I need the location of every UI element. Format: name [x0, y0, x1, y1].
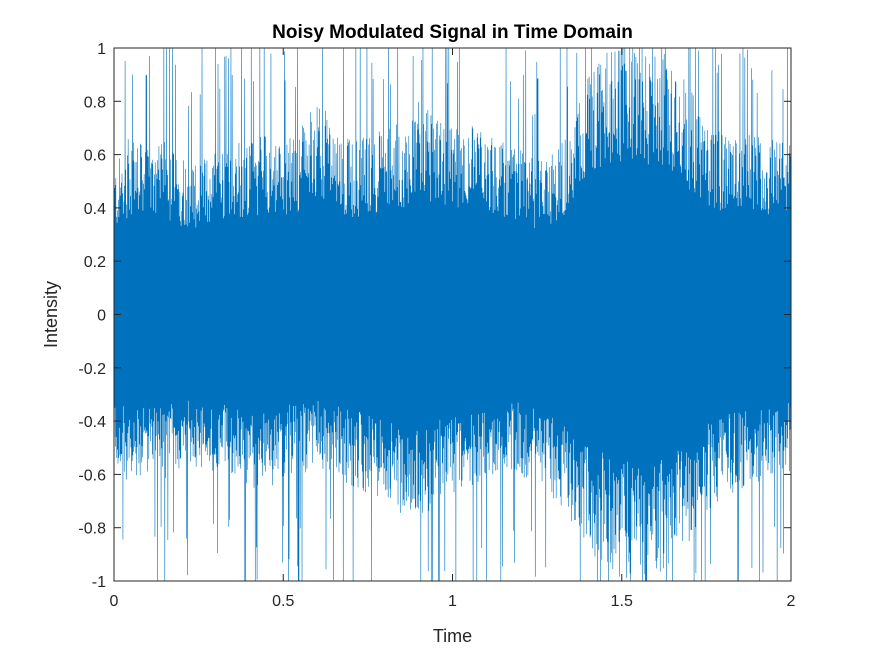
chart-title: Noisy Modulated Signal in Time Domain: [272, 22, 633, 43]
y-tick-label: -0.4: [78, 414, 106, 431]
y-axis-label: Intensity: [41, 281, 61, 348]
signal-line: [114, 48, 791, 581]
x-tick-label: 1: [448, 593, 457, 610]
x-tick-label: 0.5: [272, 593, 294, 610]
y-tick-label: -1: [92, 574, 106, 591]
y-tick-label: 0.4: [84, 201, 106, 218]
y-tick-label: 1: [97, 41, 106, 58]
x-tick-label: 0: [110, 593, 119, 610]
y-tick-label: -0.2: [78, 361, 106, 378]
x-axis-ticks: 0 0.5 1 1.5 2: [110, 48, 796, 610]
x-axis-label: Time: [433, 626, 472, 646]
signal-series: [114, 48, 791, 581]
y-tick-label: 0.8: [84, 94, 106, 111]
y-tick-label: 0.6: [84, 148, 106, 165]
x-tick-label: 2: [787, 593, 796, 610]
y-tick-label: -0.8: [78, 521, 106, 538]
y-tick-label: 0.2: [84, 254, 106, 271]
y-axis-ticks: -1 -0.8 -0.6 -0.4 -0.2 0 0.2 0.4 0.6 0.8 1: [78, 41, 791, 591]
x-tick-label: 1.5: [611, 593, 633, 610]
y-tick-label: 0: [97, 308, 106, 325]
y-tick-label: -0.6: [78, 467, 106, 484]
